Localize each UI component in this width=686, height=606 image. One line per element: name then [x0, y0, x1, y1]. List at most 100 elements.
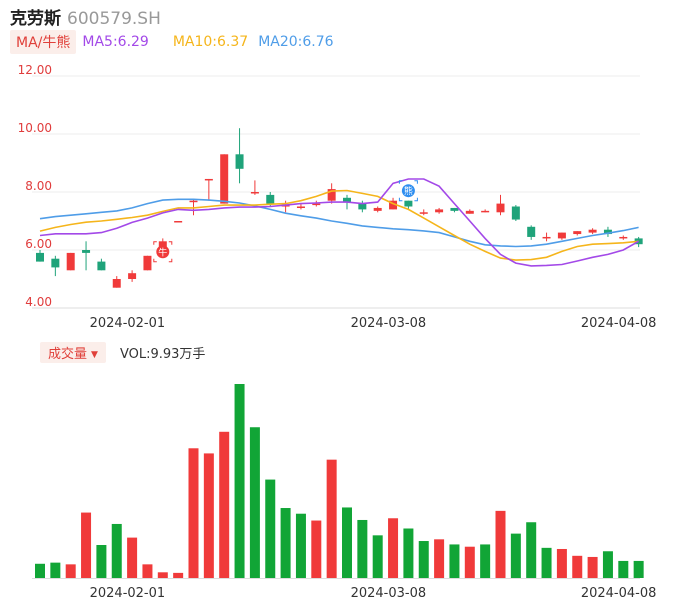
volume-bar — [495, 510, 506, 578]
ma5-label: MA5:6.29 — [82, 34, 149, 50]
candle-body — [496, 203, 505, 213]
volume-x-tick-label: 2024-02-01 — [90, 586, 166, 601]
candle-body — [220, 154, 229, 204]
candle-body — [327, 189, 336, 201]
bear-marker: 熊 — [398, 180, 418, 202]
volume-bar — [203, 453, 214, 578]
bull-marker: 牛 — [153, 241, 173, 263]
volume-x-tick-label: 2024-03-08 — [351, 586, 427, 601]
volume-bar — [311, 520, 322, 578]
volume-bar — [127, 537, 138, 578]
ma10-line — [39, 189, 639, 261]
volume-bar — [142, 564, 153, 578]
volume-bar — [480, 544, 491, 578]
volume-bar — [633, 560, 644, 578]
x-tick-label: 2024-02-01 — [90, 316, 166, 331]
volume-bar — [219, 431, 230, 578]
volume-bar — [96, 545, 107, 578]
candle-body — [404, 200, 413, 207]
volume-indicator-label: 成交量 — [48, 346, 88, 362]
candle-body — [174, 221, 183, 223]
candle-body — [66, 252, 75, 271]
marker-label: 牛 — [158, 246, 167, 258]
volume-bar — [372, 535, 383, 578]
volume-bar — [449, 544, 460, 578]
candle-body — [634, 238, 643, 245]
volume-bar — [35, 563, 45, 578]
y-tick-label: 10.00 — [18, 121, 52, 135]
volume-bar — [587, 556, 598, 578]
candle-body — [266, 194, 275, 204]
candle-body — [312, 203, 321, 206]
candle-body — [296, 206, 305, 208]
volume-bar — [464, 546, 475, 578]
marker-badge — [156, 245, 170, 259]
candle-body — [435, 209, 444, 213]
ma20-line — [39, 198, 639, 248]
volume-bar — [526, 522, 537, 578]
candle-body — [573, 231, 582, 235]
ma10-label: MA10:6.37 — [172, 34, 249, 50]
candle-body — [389, 200, 398, 210]
ma5-line — [39, 178, 639, 267]
volume-bar — [510, 533, 521, 578]
candle-body — [82, 250, 91, 253]
candle-body — [557, 232, 566, 239]
candle-body — [235, 154, 244, 169]
candle-body — [112, 279, 121, 288]
candle-body — [465, 210, 474, 214]
candle-body — [250, 192, 259, 194]
volume-bar — [357, 519, 368, 578]
volume-bar — [81, 512, 92, 578]
volume-bar — [50, 562, 61, 578]
x-tick-label: 2024-03-08 — [351, 316, 427, 331]
stock-header: 克劳斯 600579.SH — [10, 4, 161, 29]
candle-body — [419, 212, 428, 214]
candle-body — [588, 229, 597, 233]
caret-down-icon: ▼ — [91, 349, 98, 360]
candle-body — [619, 236, 628, 239]
candle-body — [343, 197, 351, 203]
candle-body — [450, 207, 459, 211]
marker-label: 熊 — [404, 185, 413, 197]
y-tick-label: 12.00 — [18, 63, 52, 77]
volume-x-tick-label: 2024-04-08 — [581, 586, 657, 601]
ma-legend: MA/牛熊 MA5:6.29 MA10:6.37 MA20:6.76 — [10, 30, 356, 54]
volume-bar — [342, 507, 352, 578]
volume-legend: 成交量 ▼ VOL:9.93万手 — [40, 341, 206, 363]
volume-bar — [434, 539, 445, 578]
ma-indicator-selector[interactable]: MA/牛熊 — [10, 30, 77, 54]
volume-indicator-selector[interactable]: 成交量 ▼ — [40, 341, 106, 363]
y-tick-label: 6.00 — [25, 237, 52, 251]
volume-bar — [572, 555, 583, 578]
y-tick-label: 4.00 — [25, 295, 52, 309]
volume-bar — [157, 572, 168, 578]
marker-frame — [398, 180, 418, 202]
candle-body — [527, 226, 536, 237]
volume-bar — [234, 384, 245, 578]
volume-bar — [249, 427, 260, 578]
volume-bar — [541, 547, 552, 578]
candle-body — [204, 178, 213, 181]
volume-bar — [403, 528, 414, 578]
volume-bar — [388, 518, 399, 578]
volume-bar — [556, 548, 567, 578]
volume-bar — [618, 560, 629, 578]
volume-bar — [111, 523, 122, 578]
candle-body — [97, 261, 106, 271]
candle-body — [511, 206, 520, 220]
candle-body — [603, 229, 612, 235]
x-tick-label: 2024-04-08 — [581, 316, 657, 331]
candle-body — [51, 258, 60, 268]
candle-body — [481, 210, 490, 213]
volume-bar — [602, 551, 613, 578]
candle-body — [358, 203, 367, 210]
volume-bar — [65, 564, 76, 578]
marker-badge — [401, 184, 415, 198]
candle-body — [373, 207, 382, 211]
candle-body — [542, 236, 551, 239]
volume-bar — [295, 513, 306, 578]
candle-body — [143, 255, 152, 271]
volume-value: VOL:9.93万手 — [119, 346, 206, 362]
